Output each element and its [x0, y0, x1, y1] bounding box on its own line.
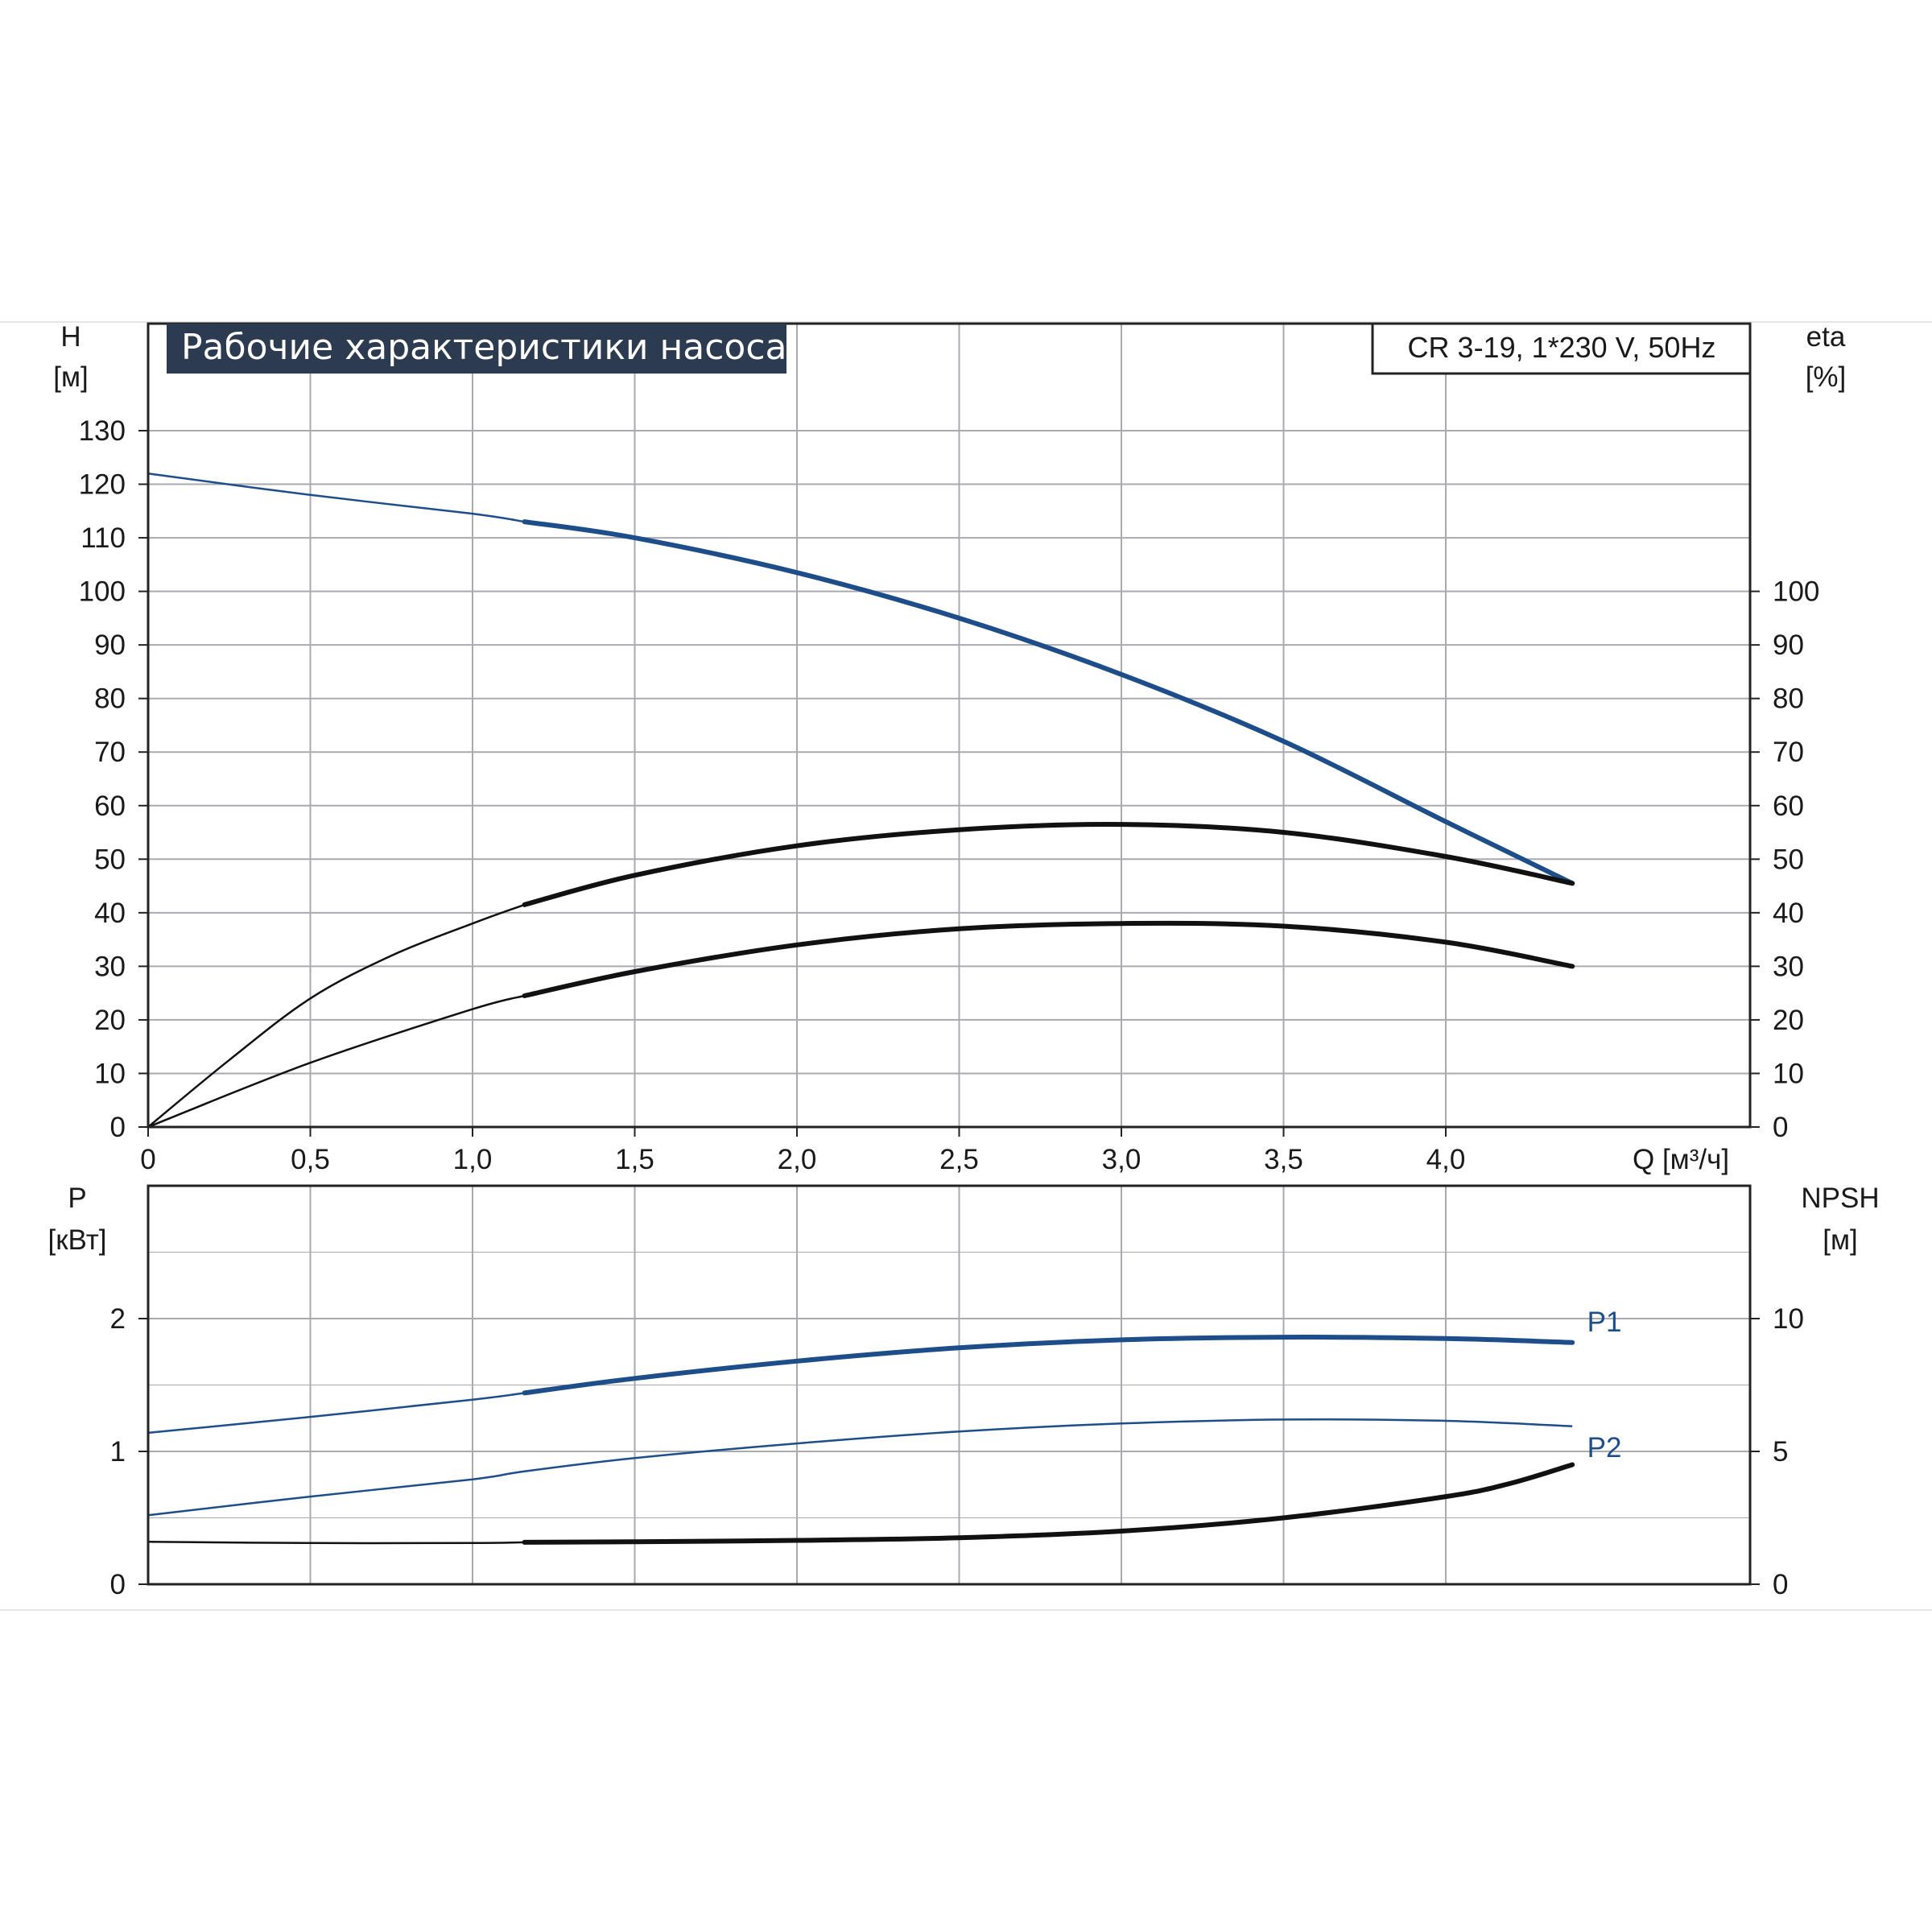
series-npsh-thin-curve [147, 1540, 525, 1545]
top-left-tick-label: 90 [94, 630, 126, 661]
top-right-tick-label: 10 [1773, 1058, 1804, 1089]
top-left-tick-label: 80 [94, 683, 126, 715]
series-p2-thin-curve [147, 1418, 1573, 1517]
top-left-axis-label-1: H [60, 321, 80, 353]
bottom-series [147, 1335, 1575, 1545]
top-right-tick-label: 50 [1773, 844, 1804, 875]
top-right-tick-label: 100 [1773, 576, 1819, 608]
series-eta-total-thin-curve [147, 994, 525, 1129]
top-left-tick-label: 130 [79, 415, 126, 447]
top-left-tick-label: 60 [94, 791, 126, 822]
x-tick-label: 1,5 [615, 1144, 654, 1175]
x-tick-label: 1,0 [453, 1144, 493, 1175]
top-left-tick-label: 100 [79, 576, 126, 608]
top-right-tick-label: 90 [1773, 630, 1804, 661]
bottom-right-tick-label: 10 [1773, 1303, 1804, 1335]
bottom-left-axis-label-2: [кВт] [48, 1224, 107, 1256]
top-right-tick-label: 0 [1773, 1112, 1788, 1143]
top-left-tick-label: 30 [94, 951, 126, 982]
x-tick-label: 3,5 [1264, 1144, 1303, 1175]
top-right-tick-label: 30 [1773, 951, 1804, 982]
top-right-tick-label: 80 [1773, 683, 1804, 715]
series-npsh-bold-curve [522, 1462, 1575, 1545]
top-left-tick-label: 40 [94, 898, 126, 929]
x-tick-label: 2,5 [939, 1144, 979, 1175]
top-left-tick-label: 120 [79, 469, 126, 501]
top-right-axis-label-1: eta [1806, 321, 1846, 353]
top-left-tick-label: 20 [94, 1005, 126, 1036]
series-label-p1: P1 [1587, 1307, 1622, 1338]
x-tick-label: 2,0 [778, 1144, 817, 1175]
top-right-axis-label-2: [%] [1806, 361, 1847, 393]
series-eta-total-bold-curve [522, 920, 1575, 998]
series-h-bold-curve [522, 519, 1575, 886]
x-tick-label: 0,5 [291, 1144, 330, 1175]
series-label-p2: P2 [1587, 1432, 1622, 1463]
top-right-tick-label: 40 [1773, 898, 1804, 929]
bottom-left-axis-label-1: P [68, 1183, 86, 1214]
bottom-right-axis-label-1: NPSH [1801, 1183, 1879, 1214]
bottom-grid [148, 1186, 1750, 1584]
series-eta-thin-curve [147, 903, 525, 1128]
series-h-thin-curve [147, 472, 525, 523]
top-right-tick-label: 20 [1773, 1005, 1804, 1036]
bottom-right-tick-label: 0 [1773, 1569, 1788, 1600]
bottom-right-axis-label-2: [м] [1823, 1224, 1858, 1256]
top-grid [148, 324, 1750, 1127]
top-right-tick-label: 70 [1773, 737, 1804, 768]
top-left-tick-label: 110 [80, 522, 126, 554]
top-plot-frame [147, 322, 1752, 1129]
top-left-tick-label: 50 [94, 844, 126, 875]
x-tick-label: 0 [140, 1144, 155, 1175]
top-left-tick-label: 10 [94, 1058, 126, 1089]
series-eta-bold-curve [522, 822, 1575, 907]
x-tick-label: 3,0 [1102, 1144, 1141, 1175]
model-box [1371, 322, 1752, 375]
bottom-left-tick-label: 1 [110, 1436, 126, 1468]
series-p1-bold-curve [522, 1335, 1575, 1396]
top-left-axis-label-2: [м] [53, 361, 89, 393]
bottom-right-tick-label: 5 [1773, 1436, 1788, 1468]
top-left-tick-label: 0 [110, 1112, 126, 1143]
bottom-plot-frame [147, 1184, 1752, 1586]
title-banner [167, 324, 786, 374]
tick-labels: 0 0,5 1,0 1,5 2,0 2,5 3,0 3,5 4,0010203040506070… [79, 415, 1820, 1600]
bottom-left-tick-label: 0 [110, 1569, 126, 1600]
series-p1-thin-curve [147, 1392, 525, 1435]
x-axis-label: Q [м³/ч] [1633, 1144, 1729, 1175]
model-label: CR 3-19, 1*230 V, 50Hz [1408, 331, 1716, 364]
top-right-tick-label: 60 [1773, 791, 1804, 822]
x-tick-label: 4,0 [1426, 1144, 1466, 1175]
top-series [147, 472, 1575, 1129]
chart-title: Рабочие характеристики насоса [181, 327, 786, 368]
bottom-left-tick-label: 2 [110, 1303, 126, 1335]
top-left-tick-label: 70 [94, 737, 126, 768]
